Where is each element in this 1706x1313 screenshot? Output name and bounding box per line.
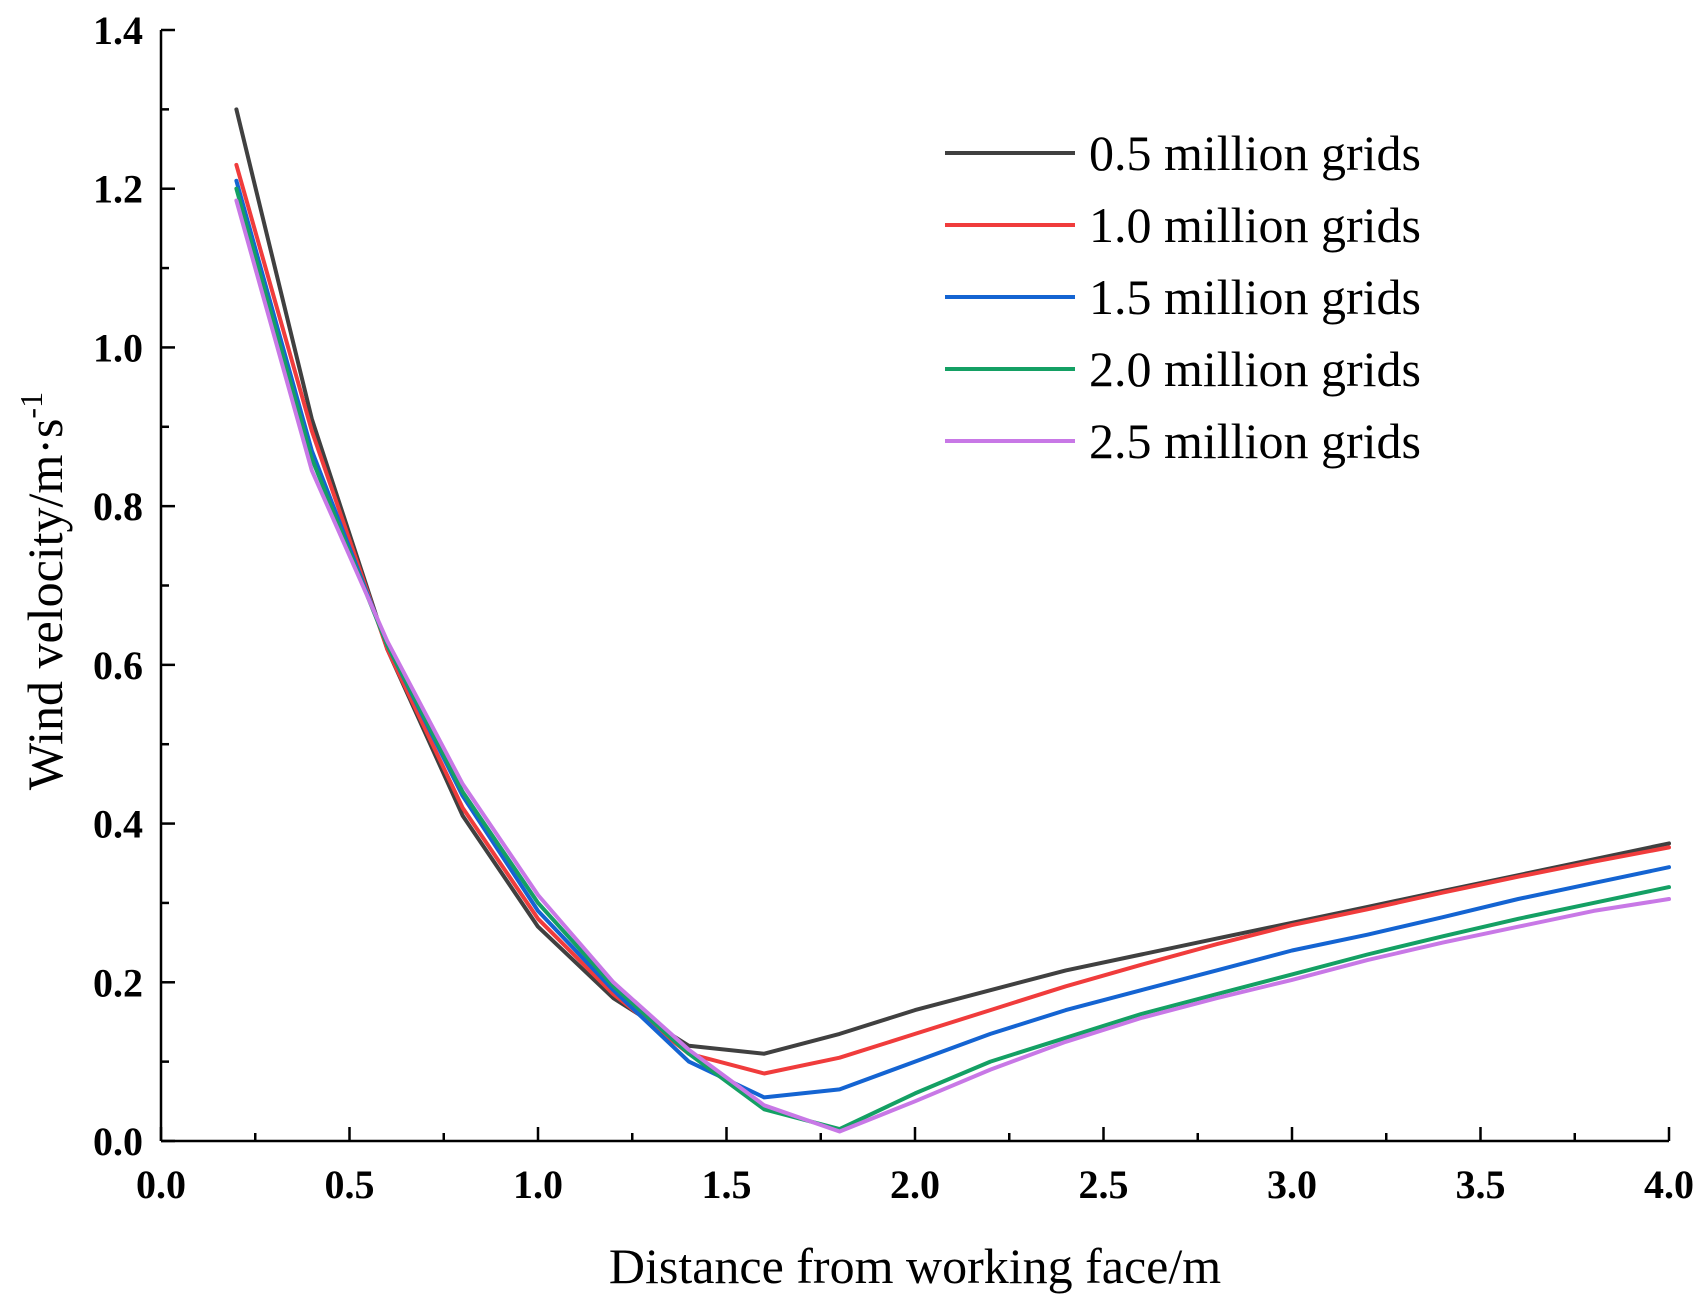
y-axis-title-superscript: -1	[13, 392, 49, 419]
series-line-3	[234, 178, 1671, 1100]
series-line-4	[234, 186, 1671, 1132]
x-tick-label: 3.5	[1456, 1162, 1506, 1207]
x-tick-label: 0.5	[325, 1162, 375, 1207]
legend-label: 2.5 million grids	[1089, 413, 1421, 469]
x-tick-label: 4.0	[1644, 1162, 1694, 1207]
series-lines	[234, 107, 1671, 1134]
series-line-2	[234, 162, 1671, 1076]
series-line-5	[234, 198, 1671, 1134]
y-tick-label: 1.4	[93, 8, 143, 53]
x-tick-label: 2.5	[1079, 1162, 1129, 1207]
legend-label: 1.5 million grids	[1089, 269, 1421, 325]
y-axis-title: Wind velocity/m·s-1	[13, 392, 73, 790]
legend-label: 0.5 million grids	[1089, 125, 1421, 181]
x-axis-title: Distance from working face/m	[609, 1238, 1221, 1294]
legend-label: 1.0 million grids	[1089, 197, 1421, 253]
x-tick-label: 1.5	[702, 1162, 752, 1207]
x-tick-label: 0.0	[136, 1162, 186, 1207]
y-tick-label: 0.2	[93, 960, 143, 1005]
x-tick-label: 3.0	[1267, 1162, 1317, 1207]
x-axis-ticks: 0.0 0.5 1.0 1.5 2.0 2.5 3.0 3.5 4.0	[136, 1127, 1694, 1207]
x-tick-label: 1.0	[513, 1162, 563, 1207]
y-tick-label: 0.4	[93, 802, 143, 847]
series-line-1	[234, 107, 1671, 1056]
y-tick-label: 0.0	[93, 1119, 143, 1164]
y-tick-label: 0.8	[93, 484, 143, 529]
axes	[159, 30, 1669, 1143]
y-axis-ticks: 0.0 0.2 0.4 0.6 0.8 1.0 1.2 1.4	[93, 8, 175, 1164]
y-axis-title-main: Wind velocity/m·s	[17, 419, 73, 791]
legend: 0.5 million grids 1.0 million grids 1.5 mi…	[945, 125, 1421, 469]
y-tick-label: 1.0	[93, 325, 143, 370]
legend-label: 2.0 million grids	[1089, 341, 1421, 397]
x-tick-label: 2.0	[890, 1162, 940, 1207]
y-tick-label: 1.2	[93, 167, 143, 212]
y-tick-label: 0.6	[93, 643, 143, 688]
